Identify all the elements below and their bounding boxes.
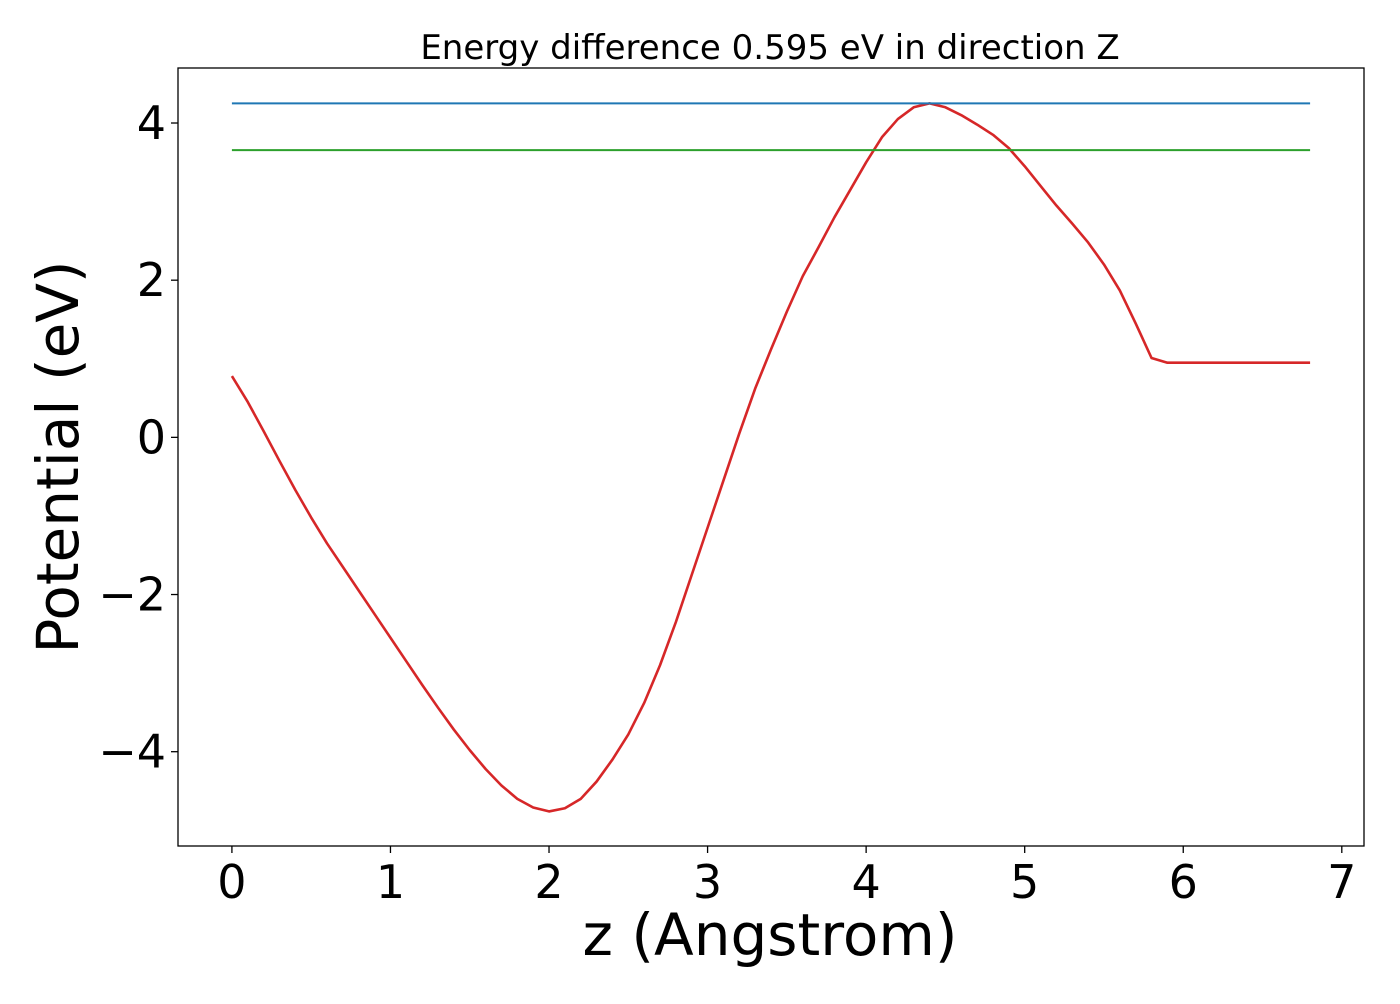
y-tick-label: −4	[98, 725, 166, 779]
x-tick-label: 4	[851, 855, 880, 909]
tick-layer: 0 1 2 3 4 5 6 7 −4 −2 0 2 4	[98, 96, 1356, 909]
x-tick-label: 0	[217, 855, 246, 909]
x-tick-label: 7	[1327, 855, 1356, 909]
series-layer	[230, 102, 1311, 813]
x-tick-label: 1	[376, 855, 405, 909]
y-tick-label: −2	[98, 568, 166, 622]
y-tick-label: 4	[137, 96, 166, 150]
plot-frame	[177, 67, 1365, 847]
chart-title: Energy difference 0.595 eV in direction …	[420, 28, 1119, 68]
y-tick-label: 0	[137, 410, 166, 464]
x-tick-label: 6	[1169, 855, 1198, 909]
x-tick-label: 2	[534, 855, 563, 909]
x-tick-label: 3	[693, 855, 722, 909]
y-tick-label: 2	[137, 253, 166, 307]
series-line-0	[230, 102, 1311, 813]
x-axis-title: z (Angstrom)	[583, 901, 958, 969]
x-tick-label: 5	[1010, 855, 1039, 909]
y-axis-title: Potential (eV)	[24, 260, 92, 653]
